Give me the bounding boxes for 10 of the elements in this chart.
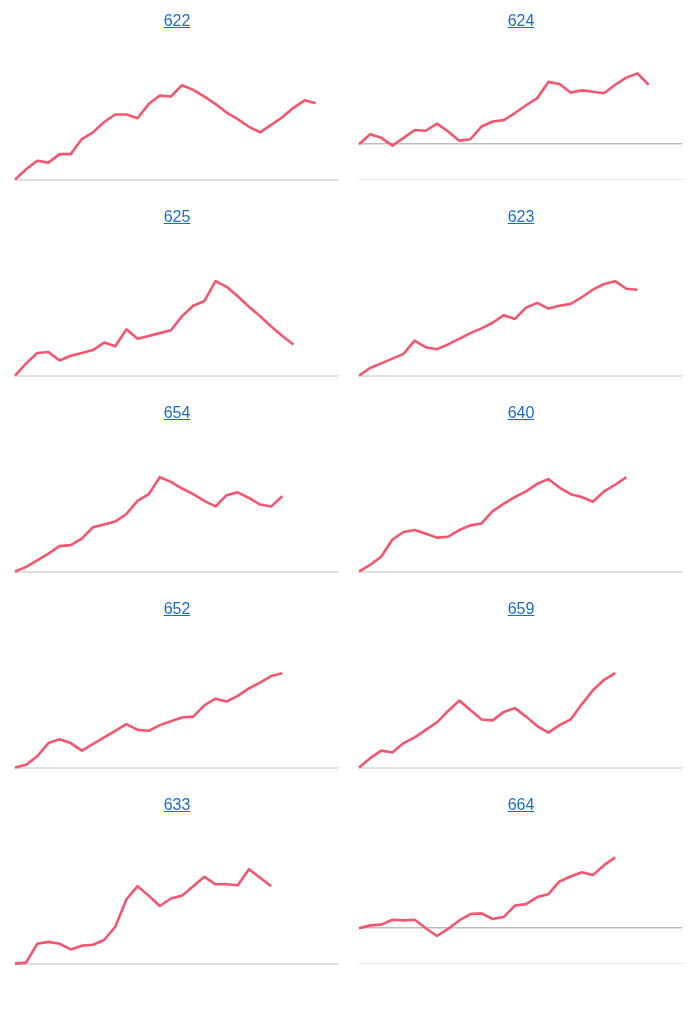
chart-title: 633 [163, 795, 191, 815]
chart-title: 623 [507, 207, 535, 227]
chart-title: 640 [507, 403, 535, 423]
chart-title: 652 [163, 599, 191, 619]
chart-title: 625 [163, 207, 191, 227]
chart-title: 624 [507, 11, 535, 31]
chart-title: 654 [163, 403, 191, 423]
chart-title: 664 [507, 795, 535, 815]
chart-title: 659 [507, 599, 535, 619]
chart-title: 622 [163, 11, 191, 31]
